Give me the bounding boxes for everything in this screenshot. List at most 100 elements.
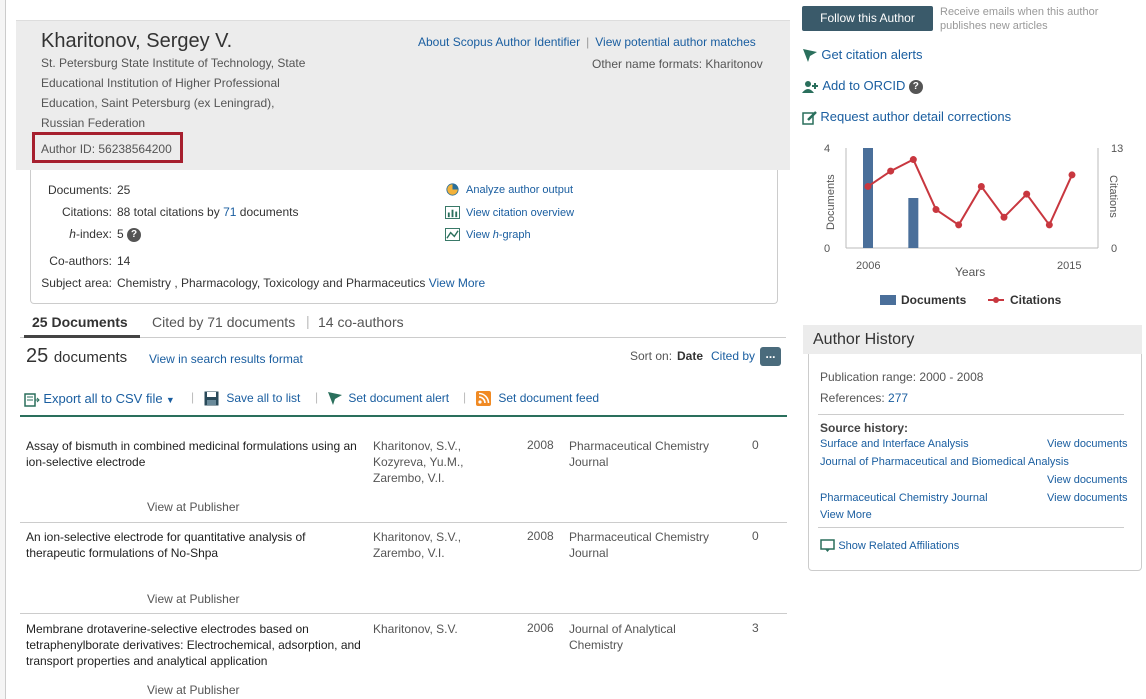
document-title[interactable]: An ion-selective electrode for quantitat…: [26, 530, 306, 560]
citation-overview-link[interactable]: View citation overview: [466, 207, 575, 219]
document-title[interactable]: Assay of bismuth in combined medicinal f…: [26, 439, 357, 469]
history-divider: [818, 414, 1124, 415]
save-icon: [204, 391, 219, 406]
references-link[interactable]: 277: [888, 391, 909, 405]
header-links: About Scopus Author Identifier | View pote…: [418, 35, 756, 49]
view-documents-link[interactable]: View documents: [1047, 492, 1128, 504]
document-year: 2008: [527, 529, 554, 543]
hgraph-link[interactable]: View h-graph: [466, 229, 531, 241]
left-axis-label: Documents: [825, 174, 837, 230]
tab-documents[interactable]: 25 Documents: [32, 314, 128, 330]
view-at-publisher-link[interactable]: View at Publisher: [147, 683, 240, 697]
help-icon[interactable]: ?: [908, 79, 923, 94]
citation-overview-tool[interactable]: View citation overview: [445, 205, 575, 220]
search-results-format-link[interactable]: View in search results format: [149, 352, 303, 366]
view-at-publisher-link[interactable]: View at Publisher: [147, 592, 240, 606]
affiliation-line: St. Petersburg State Institute of Techno…: [41, 56, 306, 70]
subject-view-more-link[interactable]: View More: [428, 276, 486, 290]
right-axis-tick: 0: [1111, 243, 1117, 255]
author-link[interactable]: Zarembo, V.I.: [373, 471, 445, 485]
analyze-output-tool[interactable]: Analyze author output: [445, 182, 573, 196]
author-link[interactable]: Kharitonov, S.V.,: [373, 530, 462, 544]
export-icon: [24, 393, 40, 407]
document-cited-count: 0: [752, 529, 759, 543]
hindex-label-text: -index:: [75, 227, 112, 241]
left-axis-tick: 0: [824, 243, 830, 255]
source-history-label: Source history:: [820, 421, 909, 435]
set-alert-link[interactable]: Set document alert: [348, 391, 450, 405]
affiliation-icon: [820, 539, 835, 552]
coauthors-link[interactable]: 14: [117, 254, 131, 268]
chart-legend: Documents Citations: [880, 293, 1062, 307]
citations-suffix: documents: [239, 205, 299, 219]
tab-coauthors[interactable]: 14 co-authors: [318, 314, 404, 330]
author-link[interactable]: Kharitonov, S.V.: [373, 622, 458, 636]
source-link[interactable]: Pharmaceutical Chemistry Journal: [820, 492, 988, 504]
export-csv-link[interactable]: Export all to CSV file: [43, 391, 163, 406]
related-affiliations-link[interactable]: Show Related Affiliations: [838, 540, 960, 552]
document-cited-count: 3: [752, 621, 759, 635]
hgraph-link-post: -graph: [498, 229, 531, 241]
subject-area-row: Chemistry , Pharmacology, Toxicology and…: [117, 276, 485, 290]
potential-matches-link[interactable]: View potential author matches: [595, 35, 756, 49]
sort-date-option[interactable]: Date: [677, 349, 704, 363]
hgraph-tool[interactable]: View h-graph: [445, 227, 531, 242]
chevron-down-icon[interactable]: ▼: [165, 395, 175, 405]
alert-flag-icon: [328, 392, 342, 406]
active-tab-indicator: [24, 335, 140, 338]
document-authors: Kharitonov, S.V.: [373, 621, 483, 637]
set-feed-link[interactable]: Set document feed: [498, 391, 600, 405]
source-link[interactable]: Surface and Interface Analysis: [820, 438, 969, 450]
author-link[interactable]: Kozyreva, Yu.M.,: [373, 455, 464, 469]
more-options-button[interactable]: ...: [760, 347, 781, 366]
author-link[interactable]: Kharitonov, S.V.,: [373, 439, 462, 453]
sort-cited-by-option[interactable]: Cited by: [711, 349, 756, 363]
document-title[interactable]: Membrane drotaverine-selective electrode…: [26, 622, 361, 668]
citation-alerts-action[interactable]: Get citation alerts: [802, 47, 923, 63]
set-alert-action[interactable]: Set document alert: [327, 391, 449, 406]
left-axis-tick: 4: [824, 143, 830, 155]
save-to-list-link[interactable]: Save all to list: [226, 391, 301, 405]
document-year: 2008: [527, 438, 554, 452]
citations-point: [932, 206, 940, 214]
request-corrections-action[interactable]: Request author detail corrections: [802, 109, 1012, 126]
add-to-orcid-link[interactable]: Add to ORCID: [822, 78, 906, 93]
document-source[interactable]: Pharmaceutical Chemistry Journal: [569, 530, 710, 560]
divider: |: [191, 390, 195, 404]
add-to-orcid-action[interactable]: Add to ORCID ?: [802, 78, 923, 94]
history-view-more-link[interactable]: View More: [820, 509, 872, 521]
history-divider: [818, 527, 1124, 528]
analyze-output-link[interactable]: Analyze author output: [466, 184, 574, 196]
citing-documents-link[interactable]: 71: [223, 205, 237, 219]
set-feed-action[interactable]: Set document feed: [476, 391, 600, 407]
tab-rule: [20, 337, 786, 338]
citations-point: [909, 156, 917, 164]
related-affiliations-action[interactable]: Show Related Affiliations: [820, 538, 959, 553]
view-documents-link[interactable]: View documents: [1047, 474, 1128, 486]
help-icon[interactable]: ?: [127, 227, 142, 242]
citations-point: [887, 167, 895, 175]
x-axis-label: Years: [955, 265, 985, 279]
follow-author-button[interactable]: Follow this Author: [802, 6, 933, 31]
document-source[interactable]: Pharmaceutical Chemistry Journal: [569, 439, 710, 469]
citation-alerts-link[interactable]: Get citation alerts: [821, 47, 923, 62]
export-csv-action[interactable]: Export all to CSV file ▼: [24, 391, 175, 407]
subject-area-label: Subject area:: [41, 276, 112, 290]
legend-label: Documents: [901, 293, 967, 307]
view-at-publisher-link[interactable]: View at Publisher: [147, 500, 240, 514]
document-source[interactable]: Journal of Analytical Chemistry: [569, 622, 676, 652]
other-name-formats: Other name formats: Kharitonov: [592, 57, 763, 71]
save-to-list-action[interactable]: Save all to list: [204, 391, 300, 406]
pie-chart-icon: [446, 183, 459, 196]
about-author-identifier-link[interactable]: About Scopus Author Identifier: [418, 35, 581, 49]
request-corrections-link[interactable]: Request author detail corrections: [820, 109, 1012, 124]
tab-cited-by[interactable]: Cited by 71 documents: [152, 314, 296, 330]
citations-value: 88 total citations by 71 documents: [117, 205, 298, 219]
documents-citations-chart: 4 0 13 0 2006 2015 Years Documents Citat…: [816, 138, 1136, 313]
source-link[interactable]: Journal of Pharmaceutical and Biomedical…: [820, 456, 1069, 468]
citations-point: [1023, 190, 1031, 198]
view-documents-link[interactable]: View documents: [1047, 438, 1128, 450]
author-link[interactable]: Zarembo, V.I.: [373, 546, 445, 560]
affiliation-line: Education, Saint Petersburg (ex Leningra…: [41, 96, 275, 110]
citations-label: Citations:: [61, 205, 112, 219]
